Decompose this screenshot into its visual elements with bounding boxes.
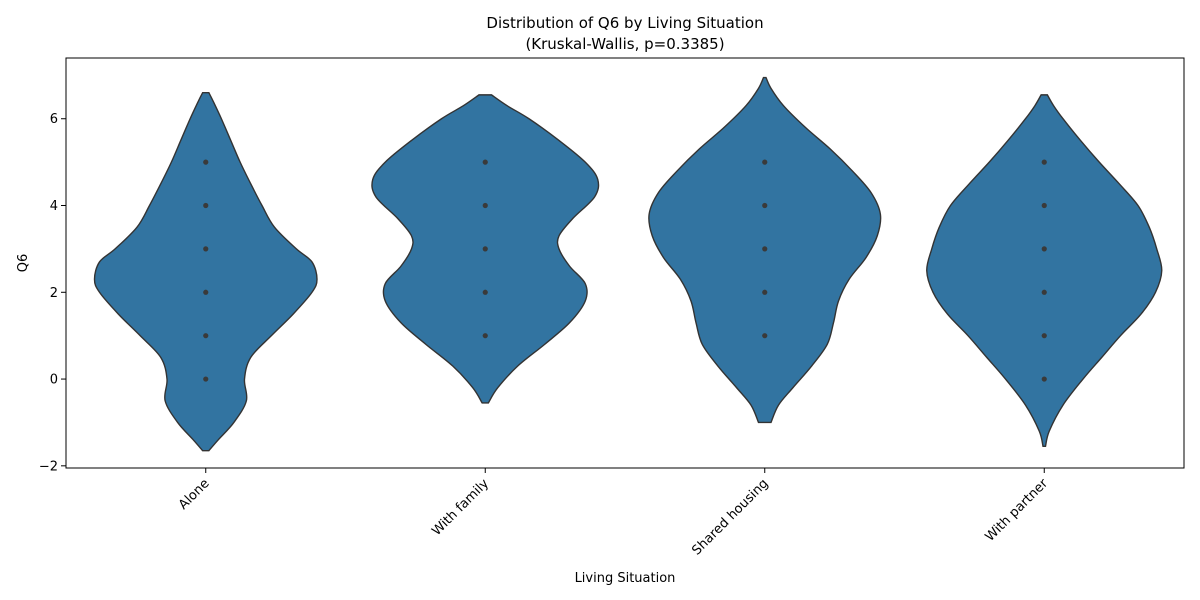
data-point xyxy=(762,159,768,165)
data-point xyxy=(482,289,488,295)
chart-title: Distribution of Q6 by Living Situation xyxy=(486,14,763,32)
y-tick-label: 6 xyxy=(50,112,58,127)
data-point xyxy=(1041,246,1047,252)
data-point xyxy=(1041,159,1047,165)
plot-area-frame xyxy=(65,57,1185,469)
data-point xyxy=(203,202,209,209)
x-tick-label: With partner xyxy=(983,476,1052,545)
data-point xyxy=(762,289,768,295)
violin-alone xyxy=(93,92,318,452)
data-point xyxy=(762,246,768,252)
violin-with-partner xyxy=(926,94,1163,448)
data-point xyxy=(203,289,209,295)
y-tick-label: 0 xyxy=(50,373,58,388)
data-point xyxy=(203,159,209,165)
data-point xyxy=(1041,333,1047,339)
x-tick-label: Alone xyxy=(176,476,213,513)
x-axis: Alone With family Shared housing With partn… xyxy=(176,468,1052,558)
y-tick-label: 2 xyxy=(50,286,58,301)
chart-subtitle: (Kruskal-Wallis, p=0.3385) xyxy=(525,35,724,53)
y-tick-label: 4 xyxy=(50,199,58,214)
data-point xyxy=(203,246,209,252)
violins-layer xyxy=(93,76,1163,452)
data-point xyxy=(1041,289,1047,295)
x-axis-label: Living Situation xyxy=(575,571,676,586)
y-axis: −2 0 2 4 6 xyxy=(39,112,66,474)
y-axis-label: Q6 xyxy=(16,254,31,273)
data-point xyxy=(482,159,488,165)
y-tick-label: −2 xyxy=(39,459,58,474)
data-point xyxy=(762,333,768,339)
data-point xyxy=(203,376,209,382)
data-point xyxy=(762,202,768,209)
points-layer xyxy=(203,159,1047,382)
data-point xyxy=(1041,202,1047,209)
data-point xyxy=(482,333,488,339)
data-point xyxy=(203,333,209,339)
data-point xyxy=(1041,376,1047,382)
data-point xyxy=(482,202,488,209)
data-point xyxy=(482,246,488,252)
x-tick-label: Shared housing xyxy=(689,476,771,558)
x-tick-label: With family xyxy=(429,476,492,539)
